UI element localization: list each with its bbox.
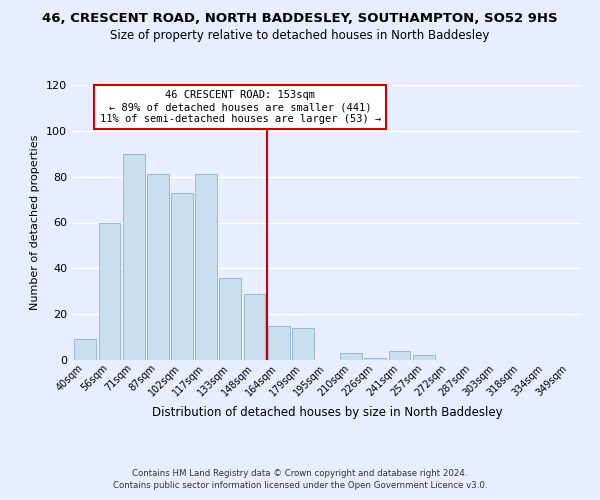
Bar — [123, 154, 145, 360]
Bar — [220, 278, 241, 360]
Bar — [268, 326, 290, 360]
Text: 46, CRESCENT ROAD, NORTH BADDESLEY, SOUTHAMPTON, SO52 9HS: 46, CRESCENT ROAD, NORTH BADDESLEY, SOUT… — [42, 12, 558, 26]
X-axis label: Distribution of detached houses by size in North Baddesley: Distribution of detached houses by size … — [152, 406, 502, 419]
Text: Contains HM Land Registry data © Crown copyright and database right 2024.: Contains HM Land Registry data © Crown c… — [132, 468, 468, 477]
Bar — [389, 351, 410, 360]
Bar — [98, 222, 121, 360]
Text: Contains public sector information licensed under the Open Government Licence v3: Contains public sector information licen… — [113, 481, 487, 490]
Text: Size of property relative to detached houses in North Baddesley: Size of property relative to detached ho… — [110, 29, 490, 42]
Bar — [292, 328, 314, 360]
Bar — [195, 174, 217, 360]
Bar — [74, 340, 96, 360]
Text: 46 CRESCENT ROAD: 153sqm
← 89% of detached houses are smaller (441)
11% of semi-: 46 CRESCENT ROAD: 153sqm ← 89% of detach… — [100, 90, 381, 124]
Bar — [147, 174, 169, 360]
Y-axis label: Number of detached properties: Number of detached properties — [31, 135, 40, 310]
Bar — [340, 353, 362, 360]
Bar — [171, 192, 193, 360]
Bar — [364, 358, 386, 360]
Bar — [413, 356, 434, 360]
Bar — [244, 294, 265, 360]
